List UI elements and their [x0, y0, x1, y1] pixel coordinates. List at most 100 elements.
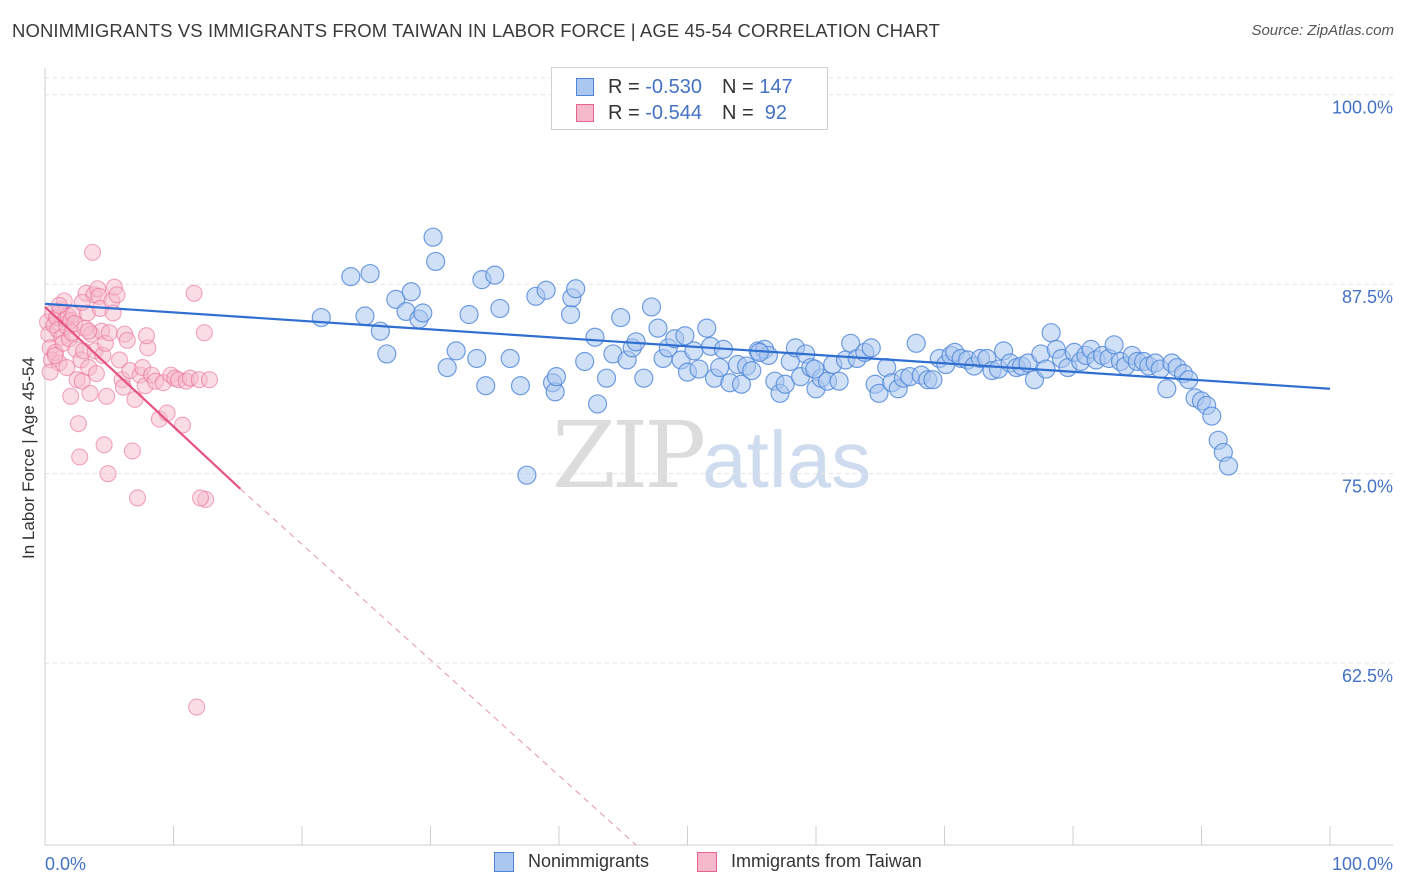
legend-row-nonimmigrants: R = -0.530 N = 147 — [576, 74, 793, 100]
data-point-immigrants-taiwan — [128, 489, 147, 507]
data-point-immigrants-taiwan — [158, 404, 176, 422]
y-axis-label: In Labor Force | Age 45-54 — [19, 357, 38, 559]
data-point-immigrants-taiwan — [195, 324, 213, 342]
data-point-nonimmigrants — [311, 307, 331, 328]
legend-swatch-pink — [576, 104, 594, 122]
data-point-nonimmigrants — [829, 371, 849, 391]
data-point-nonimmigrants — [423, 227, 443, 247]
y-tick-label: 100.0% — [1332, 98, 1393, 118]
data-point-nonimmigrants — [360, 263, 380, 284]
trend-line-nonimmigrants — [44, 302, 1331, 390]
data-point-nonimmigrants — [426, 251, 446, 272]
trend-line-immigrants-taiwan — [44, 306, 242, 490]
data-point-immigrants-taiwan — [80, 322, 98, 340]
y-tick-label: 87.5% — [1342, 287, 1393, 307]
y-tick-label: 75.0% — [1342, 477, 1393, 497]
data-point-nonimmigrants — [536, 280, 556, 300]
bottom-legend-nonimmigrants: Nonimmigrants — [494, 851, 649, 872]
data-point-nonimmigrants — [560, 304, 581, 325]
bottom-legend-immigrants-taiwan: Immigrants from Taiwan — [697, 851, 922, 872]
data-point-nonimmigrants — [675, 326, 695, 346]
data-point-immigrants-taiwan — [114, 378, 132, 396]
data-point-nonimmigrants — [587, 394, 608, 414]
data-point-nonimmigrants — [861, 338, 881, 358]
data-point-nonimmigrants — [413, 303, 433, 323]
data-point-immigrants-taiwan — [95, 436, 113, 454]
correlation-legend: R = -0.530 N = 147 R = -0.544 N = 92 — [551, 67, 828, 130]
data-point-immigrants-taiwan — [87, 365, 105, 383]
data-point-nonimmigrants — [1218, 456, 1239, 476]
data-point-immigrants-taiwan — [62, 387, 80, 405]
data-point-nonimmigrants — [401, 282, 421, 302]
data-point-immigrants-taiwan — [58, 359, 76, 377]
data-point-nonimmigrants — [585, 327, 605, 347]
trend-lines — [44, 302, 1331, 846]
data-point-nonimmigrants — [697, 318, 717, 338]
chart-title: NONIMMIGRANTS VS IMMIGRANTS FROM TAIWAN … — [12, 20, 941, 41]
legend-r-value: -0.530 — [645, 75, 702, 98]
trend-line-extension-immigrants-taiwan — [239, 488, 637, 846]
tick-labels: 100.0% 87.5% 75.0% 62.5% 0.0% 100.0% In Labor … — [19, 98, 1393, 874]
data-point-immigrants-taiwan — [118, 331, 136, 349]
data-point-immigrants-taiwan — [100, 324, 118, 342]
data-point-nonimmigrants — [1202, 406, 1222, 426]
axes — [44, 68, 1393, 846]
data-point-nonimmigrants — [923, 370, 943, 390]
data-point-nonimmigrants — [476, 376, 496, 396]
data-point-immigrants-taiwan — [110, 351, 129, 369]
data-point-immigrants-taiwan — [108, 286, 126, 304]
legend-n-value: 92 — [759, 101, 788, 124]
data-point-immigrants-taiwan — [98, 387, 116, 405]
data-point-nonimmigrants — [437, 357, 457, 378]
data-point-immigrants-taiwan — [83, 243, 102, 261]
data-point-nonimmigrants — [634, 368, 654, 388]
x-tick-label-left: 0.0% — [45, 854, 86, 874]
data-point-nonimmigrants — [341, 267, 361, 287]
data-point-immigrants-taiwan — [71, 448, 89, 466]
legend-n-label: N = — [721, 75, 760, 98]
data-point-nonimmigrants — [869, 383, 889, 403]
data-point-nonimmigrants — [641, 297, 662, 317]
data-point-nonimmigrants — [805, 359, 825, 379]
data-point-immigrants-taiwan — [73, 372, 91, 390]
data-point-nonimmigrants — [1041, 323, 1061, 343]
data-point-nonimmigrants — [742, 360, 762, 381]
data-point-nonimmigrants — [500, 348, 520, 369]
data-point-nonimmigrants — [355, 306, 375, 326]
bottom-legend-label: Immigrants from Taiwan — [731, 851, 922, 871]
data-point-nonimmigrants — [377, 344, 397, 364]
legend-n-value: 147 — [759, 75, 793, 98]
data-point-nonimmigrants — [689, 359, 709, 379]
series-immigrants-taiwan — [39, 243, 219, 716]
data-point-immigrants-taiwan — [126, 390, 144, 408]
data-point-immigrants-taiwan — [123, 442, 141, 460]
data-point-immigrants-taiwan — [200, 371, 219, 389]
data-point-immigrants-taiwan — [81, 384, 99, 402]
legend-r-label: R = — [608, 101, 646, 124]
bottom-legend-swatch-blue — [494, 851, 514, 872]
data-point-immigrants-taiwan — [173, 416, 192, 434]
legend-n-label: N = — [721, 101, 760, 124]
data-point-immigrants-taiwan — [99, 465, 117, 483]
data-point-nonimmigrants — [566, 279, 586, 299]
legend-r-label: R = — [608, 75, 646, 98]
bottom-legend-swatch-pink — [697, 851, 717, 872]
data-point-nonimmigrants — [731, 374, 752, 394]
legend-row-immigrants-taiwan: R = -0.544 N = 92 — [576, 100, 787, 126]
data-point-nonimmigrants — [1104, 335, 1124, 355]
data-point-nonimmigrants — [517, 465, 537, 485]
x-tick-label-right: 100.0% — [1332, 854, 1393, 874]
data-point-nonimmigrants — [596, 368, 617, 388]
data-point-immigrants-taiwan — [185, 284, 203, 302]
y-tick-label: 62.5% — [1342, 666, 1393, 686]
data-point-nonimmigrants — [710, 357, 730, 378]
data-point-immigrants-taiwan — [188, 698, 206, 716]
data-point-immigrants-taiwan — [69, 415, 87, 433]
legend-r-value: -0.544 — [645, 101, 702, 124]
bottom-legend-label: Nonimmigrants — [528, 851, 650, 871]
data-point-nonimmigrants — [1157, 379, 1177, 399]
data-point-nonimmigrants — [906, 333, 926, 353]
data-point-nonimmigrants — [510, 376, 531, 396]
data-point-immigrants-taiwan — [137, 327, 156, 345]
